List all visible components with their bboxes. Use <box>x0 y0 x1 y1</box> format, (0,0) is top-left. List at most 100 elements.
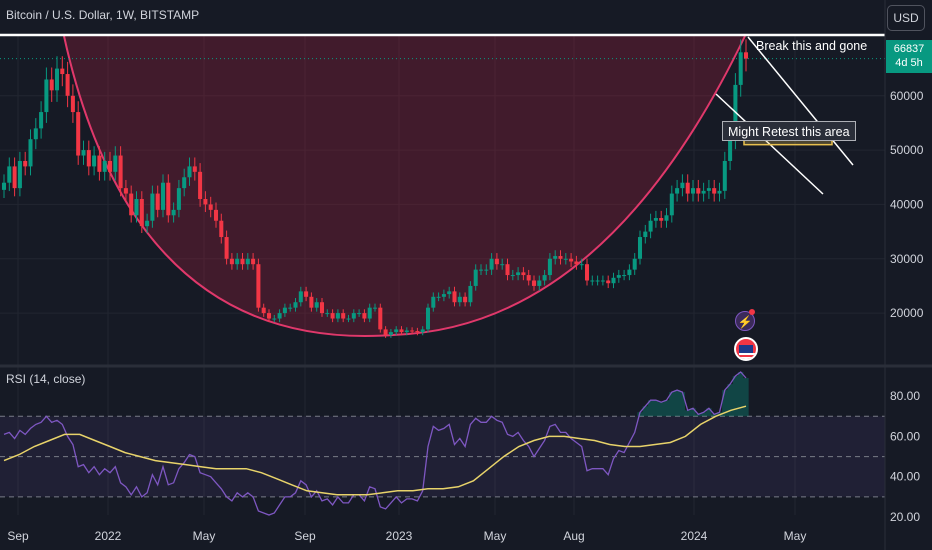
candle-body <box>664 215 669 221</box>
candle-body <box>627 269 632 276</box>
notification-dot-icon <box>749 309 755 315</box>
candle-body <box>431 296 436 308</box>
candle-body <box>17 160 22 189</box>
candle-body <box>531 280 537 286</box>
candle-body <box>537 280 542 286</box>
x-tick-label: 2022 <box>95 529 122 543</box>
candle-body <box>346 318 351 320</box>
candle-body <box>12 166 17 189</box>
candle-body <box>452 291 457 303</box>
candle-body <box>436 296 441 298</box>
y-tick-label: 60000 <box>890 89 924 103</box>
candle-body <box>107 160 113 172</box>
candle-body <box>611 277 616 284</box>
cup-shape <box>63 35 746 337</box>
bar-countdown: 4d 5h <box>895 57 923 69</box>
y-tick-label: 40000 <box>890 197 924 211</box>
candle-body <box>282 307 287 314</box>
candle-body <box>81 150 86 156</box>
x-tick-label: 2023 <box>386 529 413 543</box>
candle-body <box>97 155 102 172</box>
candle-body <box>526 275 531 281</box>
candle-body <box>298 291 303 303</box>
candle-body <box>659 218 664 221</box>
candle-body <box>669 193 674 216</box>
candle-body <box>595 280 600 282</box>
candle-body <box>521 272 526 276</box>
candle-body <box>484 269 489 271</box>
rsi-panel <box>0 371 885 516</box>
x-tick-label: 2024 <box>681 529 708 543</box>
candle-body <box>65 74 70 96</box>
candle-body <box>266 313 272 319</box>
candle-body <box>569 258 574 262</box>
candle-body <box>113 155 118 172</box>
candle-body <box>229 258 234 265</box>
candle-body <box>388 332 393 335</box>
retest-annotation[interactable]: Might Retest this area <box>722 121 856 141</box>
candle-body <box>701 190 706 194</box>
candle-body <box>304 291 309 297</box>
candle-body <box>653 218 658 221</box>
candle-body <box>23 160 28 167</box>
candle-body <box>394 329 399 333</box>
candle-body <box>325 313 330 315</box>
candle-body <box>272 318 277 320</box>
candle-body <box>383 329 388 335</box>
candle-body <box>362 313 367 319</box>
candle-body <box>256 264 261 308</box>
candle-body <box>717 190 722 194</box>
candle-body <box>160 182 166 210</box>
candle-body <box>76 112 81 156</box>
candle-body <box>182 177 187 189</box>
x-tick-label: May <box>784 529 807 543</box>
y-tick-label: 20000 <box>890 306 924 320</box>
candle-body <box>500 264 505 266</box>
us-flag-icon[interactable] <box>734 337 758 361</box>
candle-body <box>690 188 696 194</box>
candle-body <box>643 231 648 238</box>
candle-body <box>198 171 203 199</box>
candle-body <box>224 237 229 259</box>
candle-body <box>139 199 144 227</box>
candle-body <box>600 280 605 282</box>
candle-body <box>261 307 266 314</box>
candle-body <box>675 188 680 194</box>
candle-body <box>706 188 711 191</box>
candle-body <box>648 220 653 232</box>
candle-body <box>60 68 65 75</box>
candle-body <box>590 280 595 282</box>
candle-body <box>404 330 409 333</box>
candle-body <box>637 237 643 259</box>
candle-body <box>309 296 314 308</box>
candle-body <box>145 220 150 227</box>
candle-body <box>330 313 335 319</box>
currency-button[interactable]: USD <box>887 5 925 31</box>
candle-body <box>680 182 685 189</box>
candle-body <box>166 182 171 216</box>
candle-body <box>712 188 717 194</box>
candle-body <box>192 166 197 172</box>
candle-body <box>70 95 75 113</box>
rsi-overbought-fill <box>637 372 749 417</box>
channel-upper-line <box>747 36 854 166</box>
candle-body <box>49 79 54 91</box>
candle-body <box>277 313 282 319</box>
candle-body <box>420 329 425 333</box>
candle-body <box>553 256 558 259</box>
bolt-icon[interactable]: ⚡ <box>735 311 755 331</box>
candle-body <box>685 182 690 194</box>
candle-body <box>219 220 224 238</box>
candle-body <box>341 313 346 319</box>
candle-body <box>28 139 33 167</box>
candle-body <box>478 269 484 271</box>
candle-body <box>187 166 192 178</box>
candle-body <box>743 52 749 59</box>
candle-body <box>728 139 733 161</box>
candle-body <box>722 160 727 191</box>
break-annotation[interactable]: Break this and gone <box>756 39 868 53</box>
candle-body <box>293 302 298 308</box>
candle-body <box>288 307 293 309</box>
